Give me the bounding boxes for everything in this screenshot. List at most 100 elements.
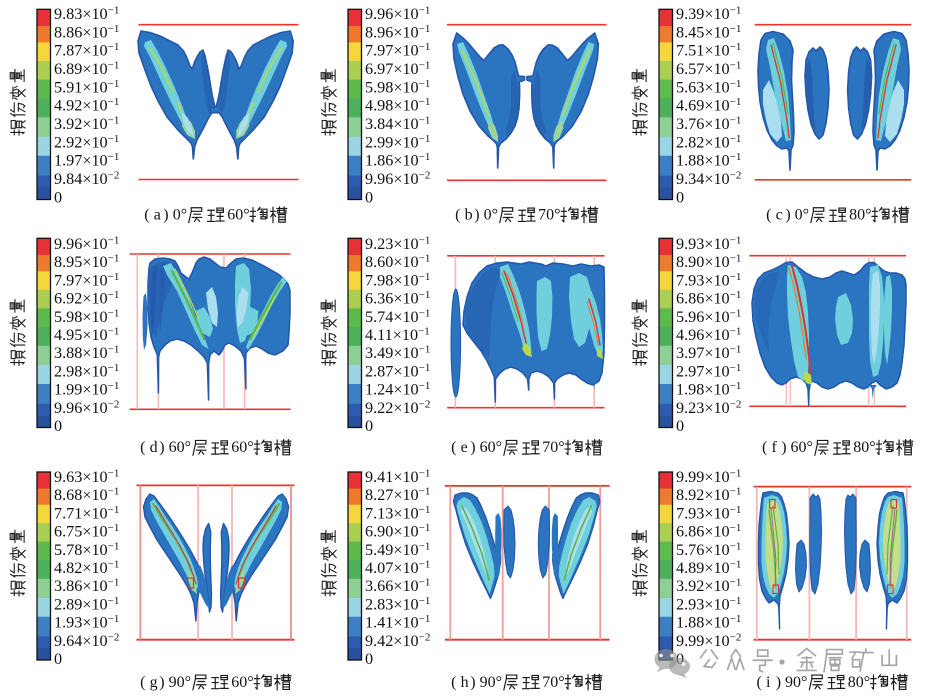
svg-text:4.92×10−1: 4.92×10−1 [54,96,119,115]
svg-text:9.41×10−1: 9.41×10−1 [365,468,430,487]
svg-text:60°: 60° [231,439,253,456]
svg-text:): ) [470,439,475,456]
svg-text:9.96×10−1: 9.96×10−1 [365,5,430,24]
svg-text:1.97×10−1: 1.97×10−1 [54,151,119,170]
svg-text:3.76×10−1: 3.76×10−1 [676,115,741,134]
svg-text:8.86×10−1: 8.86×10−1 [54,23,119,42]
svg-text:0: 0 [365,417,373,435]
svg-text:9.42×10−2: 9.42×10−2 [365,631,430,650]
svg-text:5.78×10−1: 5.78×10−1 [54,540,119,559]
svg-text:(: ( [766,207,771,224]
svg-text:9.84×10−2: 9.84×10−2 [54,170,119,189]
svg-text:1.41×10−1: 1.41×10−1 [365,613,430,632]
svg-text:7.97×10−1: 7.97×10−1 [54,271,119,290]
svg-text:2.99×10−1: 2.99×10−1 [365,133,430,152]
svg-text:5.49×10−1: 5.49×10−1 [365,540,430,559]
svg-text:i: i [766,674,771,691]
svg-text:5.98×10−1: 5.98×10−1 [54,307,119,326]
svg-text:5.63×10−1: 5.63×10−1 [676,78,741,97]
svg-text:(: ( [140,674,145,691]
svg-text:60°: 60° [169,439,191,456]
svg-text:4.98×10−1: 4.98×10−1 [365,96,430,115]
svg-text:(: ( [140,439,145,456]
svg-text:): ) [470,674,475,691]
svg-text:90°: 90° [169,674,191,691]
svg-text:6.89×10−1: 6.89×10−1 [54,60,119,79]
svg-text:8.96×10−1: 8.96×10−1 [365,23,430,42]
svg-text:): ) [159,439,164,456]
svg-text:2.87×10−1: 2.87×10−1 [365,362,430,381]
svg-text:(: ( [451,439,456,456]
svg-text:7.97×10−1: 7.97×10−1 [365,41,430,60]
svg-text:8.27×10−1: 8.27×10−1 [365,486,430,505]
svg-text:8.95×10−1: 8.95×10−1 [54,253,119,272]
svg-text:b: b [465,207,473,224]
svg-text:): ) [781,439,786,456]
svg-text:2.92×10−1: 2.92×10−1 [54,133,119,152]
svg-text:2.98×10−1: 2.98×10−1 [54,362,119,381]
svg-text:): ) [776,674,781,691]
svg-text:9.64×10−2: 9.64×10−2 [54,631,119,650]
svg-text:6.97×10−1: 6.97×10−1 [365,60,430,79]
svg-text:0: 0 [676,417,684,435]
svg-text:5.96×10−1: 5.96×10−1 [676,307,741,326]
svg-text:8.68×10−1: 8.68×10−1 [54,486,119,505]
svg-text:8.92×10−1: 8.92×10−1 [676,486,741,505]
svg-text:4.07×10−1: 4.07×10−1 [365,559,430,578]
svg-text:6.86×10−1: 6.86×10−1 [676,289,741,308]
svg-text:7.13×10−1: 7.13×10−1 [365,504,430,523]
svg-text:1.99×10−1: 1.99×10−1 [54,380,119,399]
svg-text:5.76×10−1: 5.76×10−1 [676,540,741,559]
svg-text:5.91×10−1: 5.91×10−1 [54,78,119,97]
svg-text:4.96×10−1: 4.96×10−1 [676,326,741,345]
svg-text:9.99×10−2: 9.99×10−2 [676,631,741,650]
svg-text:9.99×10−1: 9.99×10−1 [676,468,741,487]
svg-text:3.86×10−1: 3.86×10−1 [54,577,119,596]
svg-text:9.23×10−1: 9.23×10−1 [365,235,430,254]
svg-text:3.92×10−1: 3.92×10−1 [54,115,119,134]
svg-text:9.96×10−2: 9.96×10−2 [365,170,430,189]
svg-text:9.23×10−2: 9.23×10−2 [676,398,741,417]
svg-text:1.93×10−1: 1.93×10−1 [54,613,119,632]
svg-text:4.11×10−1: 4.11×10−1 [365,326,430,345]
svg-text:80°: 80° [853,439,875,456]
svg-text:1.88×10−1: 1.88×10−1 [676,613,741,632]
svg-text:6.36×10−1: 6.36×10−1 [365,289,430,308]
svg-text:4.69×10−1: 4.69×10−1 [676,96,741,115]
svg-text:): ) [785,207,790,224]
svg-text:6.57×10−1: 6.57×10−1 [676,60,741,79]
svg-text:2.97×10−1: 2.97×10−1 [676,362,741,381]
svg-text:3.92×10−1: 3.92×10−1 [676,577,741,596]
svg-text:80°: 80° [849,207,871,224]
svg-text:3.49×10−1: 3.49×10−1 [365,344,430,363]
svg-text:9.39×10−1: 9.39×10−1 [676,5,741,24]
svg-text:8.45×10−1: 8.45×10−1 [676,23,741,42]
svg-text:60°: 60° [791,439,813,456]
svg-text:1.24×10−1: 1.24×10−1 [365,380,430,399]
svg-text:60°: 60° [227,207,249,224]
svg-text:0: 0 [365,650,373,668]
svg-text:6.92×10−1: 6.92×10−1 [54,289,119,308]
svg-text:0: 0 [54,417,62,435]
svg-text:90°: 90° [480,674,502,691]
svg-text:3.97×10−1: 3.97×10−1 [676,344,741,363]
svg-text:1.88×10−1: 1.88×10−1 [676,151,741,170]
svg-text:90°: 90° [785,674,807,691]
svg-text:7.93×10−1: 7.93×10−1 [676,504,741,523]
svg-text:f: f [772,439,778,456]
svg-text:3.66×10−1: 3.66×10−1 [365,577,430,596]
svg-text:(: ( [144,207,149,224]
svg-text:4.82×10−1: 4.82×10−1 [54,559,119,578]
svg-text:70°: 70° [542,674,564,691]
svg-text:(: ( [762,439,767,456]
svg-text:2.83×10−1: 2.83×10−1 [365,595,430,614]
svg-text:(: ( [451,674,456,691]
svg-text:c: c [776,207,783,224]
svg-text:0°: 0° [795,207,809,224]
svg-text:0: 0 [676,188,684,206]
svg-text:9.96×10−2: 9.96×10−2 [54,398,119,417]
svg-text:): ) [474,207,479,224]
svg-text:60°: 60° [480,439,502,456]
svg-text:9.34×10−2: 9.34×10−2 [676,170,741,189]
svg-text:g: g [150,674,158,691]
